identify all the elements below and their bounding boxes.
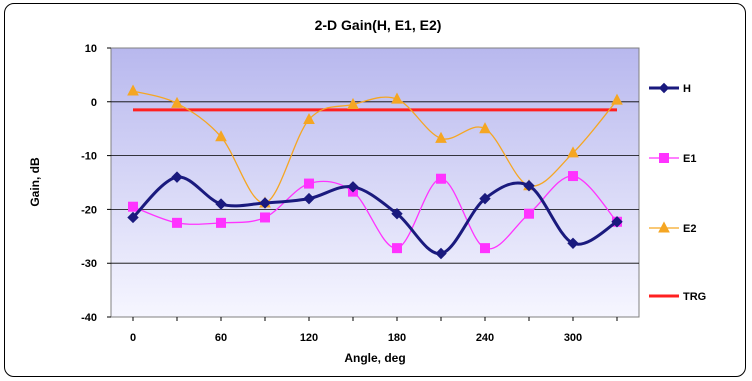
data-point-marker [568,171,578,182]
data-point-marker [216,217,226,228]
data-point-marker [567,146,579,158]
chart-frame: 2-D Gain(H, E1, E2) 10 0 -10 -20 -30 -40 0 60 1… [4,3,746,377]
legend-item-trg: TRG [649,291,706,303]
y-axis-label: Gain, dB [28,157,42,207]
data-point-marker [391,207,403,220]
legend-item-e1: E1 [649,153,696,165]
grid-layer [111,101,639,264]
data-point-marker [524,208,534,219]
legend-label: H [683,83,691,95]
series-h [127,171,623,260]
data-point-marker [658,221,670,233]
data-point-marker [391,92,403,104]
x-axis-label: Angle, deg [344,351,405,365]
plot-area [110,47,640,318]
data-point-marker [523,180,535,192]
data-point-marker [171,96,183,108]
y-tick-label: 0 [91,97,97,109]
x-tick-label: 60 [215,332,227,344]
x-tick-label: 240 [476,332,494,344]
y-axis-ticks: 10 0 -10 -20 -30 -40 [81,43,111,324]
y-tick-label: 10 [85,43,97,55]
x-tick-label: 180 [388,332,406,344]
data-point-marker [436,173,446,184]
data-point-marker [260,212,270,223]
data-point-marker [127,211,139,224]
x-tick-label: 120 [300,332,318,344]
x-axis-ticks: 0 60 120 180 240 300 [130,317,618,344]
legend-item-h: H [649,82,691,95]
chart-svg: 2-D Gain(H, E1, E2) 10 0 -10 -20 -30 -40 0 60 1… [28,17,706,365]
data-point-marker [480,243,490,254]
y-tick-label: -20 [81,204,97,216]
data-point-marker [303,192,315,205]
data-point-marker [347,181,359,193]
legend-label: E2 [683,223,696,235]
legend-item-e2: E2 [649,221,696,235]
data-point-marker [304,178,314,189]
y-tick-label: -40 [81,312,97,324]
data-point-marker [435,131,447,143]
series-layer [127,84,623,260]
y-tick-label: -10 [81,151,97,163]
data-point-marker [659,153,669,163]
data-point-marker [259,197,271,209]
x-tick-label: 300 [564,332,582,344]
data-point-marker [479,192,491,205]
chart-title: 2-D Gain(H, E1, E2) [315,17,442,33]
data-point-marker [567,237,579,250]
data-point-marker [171,171,183,183]
legend: H E1 E2 TRG [649,82,706,303]
data-point-marker [611,216,623,228]
legend-label: TRG [683,291,706,303]
legend-label: E1 [683,153,696,165]
data-point-marker [303,112,315,125]
data-point-marker [347,97,359,109]
data-point-marker [215,198,227,210]
data-point-marker [435,247,447,260]
data-point-marker [127,84,139,96]
data-point-marker [215,130,227,142]
data-point-marker [479,122,491,134]
y-tick-label: -30 [81,258,97,270]
data-point-marker [392,243,402,254]
data-point-marker [658,82,670,94]
data-point-marker [172,217,182,228]
data-point-marker [128,201,138,212]
data-point-marker [611,93,623,105]
x-tick-label: 0 [130,332,136,344]
